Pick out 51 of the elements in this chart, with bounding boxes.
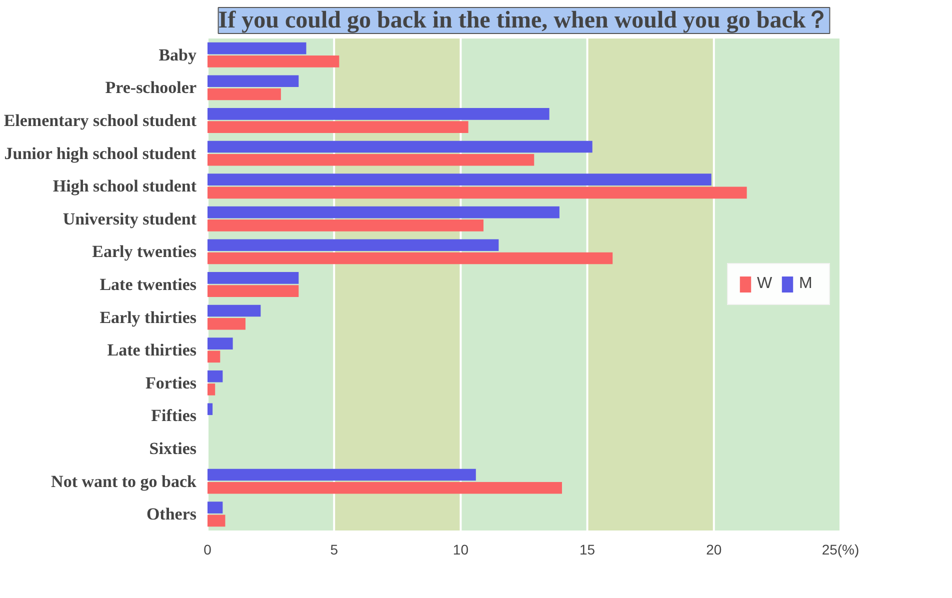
y-tick-label: Fifties bbox=[151, 406, 197, 426]
y-tick-label: Pre-schooler bbox=[105, 78, 197, 98]
chart-title: If you could go back in the time, when would you go back？ bbox=[218, 8, 830, 34]
bar bbox=[208, 384, 216, 396]
bar bbox=[208, 75, 299, 88]
y-tick-label: Sixties bbox=[149, 439, 197, 458]
x-tick-label: 25(%) bbox=[822, 542, 860, 558]
bar bbox=[208, 502, 223, 514]
y-tick-label: Not want to go back bbox=[51, 472, 198, 491]
bar bbox=[208, 108, 550, 120]
bar bbox=[208, 304, 261, 317]
x-tick-label: 5 bbox=[330, 542, 338, 558]
bar bbox=[208, 272, 299, 284]
y-tick-label: Late twenties bbox=[100, 275, 197, 294]
y-tick-label: Others bbox=[146, 504, 197, 524]
y-tick-label: Baby bbox=[158, 45, 197, 64]
y-tick-label: Junior high school student bbox=[4, 144, 197, 163]
y-tick-label: Elementary school student bbox=[4, 111, 197, 130]
bar bbox=[208, 56, 340, 68]
y-tick-label: Late thirties bbox=[107, 340, 197, 360]
x-tick-label: 15 bbox=[580, 542, 596, 558]
bar bbox=[208, 140, 592, 153]
bar bbox=[208, 239, 499, 252]
y-tick-label: Early twenties bbox=[92, 242, 197, 262]
y-tick-label: High school student bbox=[52, 176, 197, 196]
bar bbox=[208, 174, 712, 186]
bar bbox=[208, 338, 233, 350]
bar bbox=[208, 370, 223, 382]
legend-label: M bbox=[799, 275, 814, 293]
bar bbox=[208, 514, 226, 527]
bar bbox=[208, 42, 306, 54]
bar bbox=[208, 252, 613, 264]
bar bbox=[208, 206, 560, 218]
bar bbox=[208, 403, 213, 416]
bar bbox=[208, 468, 476, 481]
bar bbox=[208, 285, 299, 297]
legend-label: W bbox=[757, 275, 774, 293]
bar bbox=[208, 121, 468, 133]
bar bbox=[208, 220, 484, 232]
bar bbox=[208, 482, 562, 494]
x-tick-label: 20 bbox=[706, 542, 722, 558]
y-tick-label: University student bbox=[62, 209, 197, 228]
x-tick-label: 0 bbox=[204, 542, 212, 558]
y-tick-label: Early thirties bbox=[100, 308, 197, 327]
x-tick-label: 10 bbox=[452, 542, 469, 558]
bar bbox=[208, 186, 747, 199]
bar bbox=[208, 88, 281, 100]
bar bbox=[208, 318, 246, 330]
y-tick-label: Forties bbox=[146, 373, 197, 392]
bar bbox=[208, 154, 534, 166]
bar bbox=[208, 350, 220, 363]
